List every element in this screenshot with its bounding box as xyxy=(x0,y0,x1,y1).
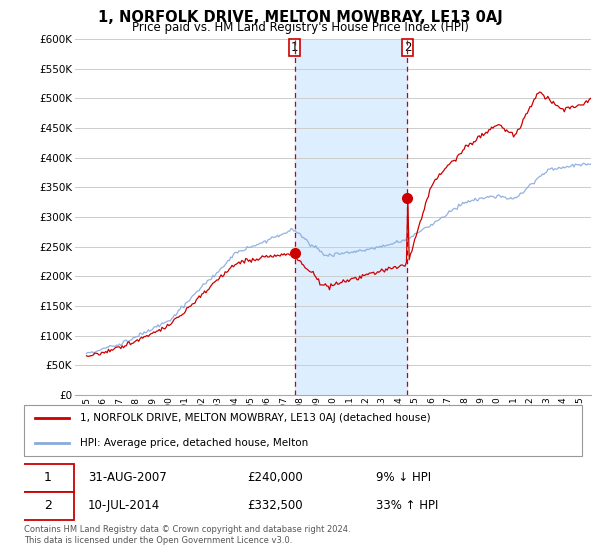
Bar xyxy=(295,39,407,395)
Text: 2: 2 xyxy=(44,499,52,512)
Text: £332,500: £332,500 xyxy=(247,499,303,512)
Text: Contains HM Land Registry data © Crown copyright and database right 2024.
This d: Contains HM Land Registry data © Crown c… xyxy=(24,525,350,545)
Text: 10-JUL-2014: 10-JUL-2014 xyxy=(88,499,160,512)
Text: 31-AUG-2007: 31-AUG-2007 xyxy=(88,472,167,484)
Text: 33% ↑ HPI: 33% ↑ HPI xyxy=(376,499,438,512)
Text: 1: 1 xyxy=(291,41,298,54)
Text: 9% ↓ HPI: 9% ↓ HPI xyxy=(376,472,431,484)
Text: £240,000: £240,000 xyxy=(247,472,303,484)
Text: 1: 1 xyxy=(44,472,52,484)
Text: 2: 2 xyxy=(404,41,411,54)
FancyBboxPatch shape xyxy=(21,464,74,492)
Text: 1, NORFOLK DRIVE, MELTON MOWBRAY, LE13 0AJ: 1, NORFOLK DRIVE, MELTON MOWBRAY, LE13 0… xyxy=(98,10,502,25)
Text: Price paid vs. HM Land Registry's House Price Index (HPI): Price paid vs. HM Land Registry's House … xyxy=(131,21,469,34)
FancyBboxPatch shape xyxy=(24,405,582,456)
FancyBboxPatch shape xyxy=(21,492,74,520)
Text: 1, NORFOLK DRIVE, MELTON MOWBRAY, LE13 0AJ (detached house): 1, NORFOLK DRIVE, MELTON MOWBRAY, LE13 0… xyxy=(80,413,430,423)
Text: HPI: Average price, detached house, Melton: HPI: Average price, detached house, Melt… xyxy=(80,438,308,448)
